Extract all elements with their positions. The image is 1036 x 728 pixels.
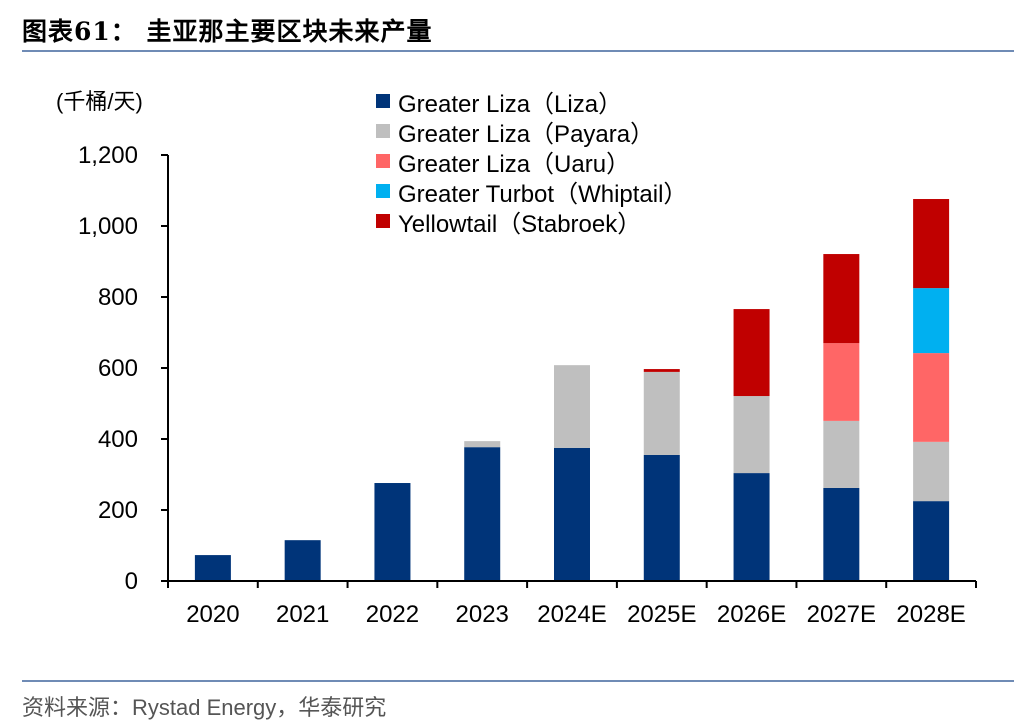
x-tick-label: 2027E <box>807 601 876 628</box>
y-tick-label: 800 <box>98 284 138 311</box>
bar-2024E-series-0 <box>554 447 590 581</box>
y-axis-unit: (千桶/天) <box>56 89 143 114</box>
x-tick-label: 2020 <box>186 601 239 628</box>
y-tick-label: 0 <box>125 568 138 595</box>
bar-2028E-series-4 <box>913 199 950 289</box>
x-tick-label: 2021 <box>276 601 329 628</box>
legend-item: Greater Liza（Payara） <box>376 116 687 148</box>
source-note: 资料来源：Rystad Energy，华泰研究 <box>22 695 387 720</box>
bar-2024E-series-1 <box>554 365 590 448</box>
bar-2022-series-0 <box>374 483 411 581</box>
legend-label: Yellowtail（Stabroek） <box>398 210 642 238</box>
bar-2023-series-1 <box>464 441 501 448</box>
bar-2025E-series-4 <box>643 369 680 372</box>
bar-2026E-series-0 <box>733 473 770 581</box>
bar-2020-series-0 <box>194 555 231 581</box>
x-tick-label: 2028E <box>896 601 965 628</box>
y-tick-label: 600 <box>98 355 138 382</box>
legend-label: Greater Liza（Payara） <box>398 120 655 148</box>
chart-title: 图表61： 圭亚那主要区块未来产量 <box>22 17 433 46</box>
bar-2026E-series-4 <box>733 309 770 397</box>
legend-swatch <box>376 124 390 138</box>
bar-2028E-series-3 <box>913 288 950 354</box>
y-tick-label: 1,200 <box>78 142 138 169</box>
legend-swatch <box>376 94 390 108</box>
legend-swatch <box>376 214 390 228</box>
x-tick-label: 2022 <box>366 601 419 628</box>
bar-2027E-series-4 <box>823 254 860 344</box>
bar-2025E-series-1 <box>643 371 680 455</box>
legend-label: Greater Liza（Liza） <box>398 90 623 118</box>
legend-swatch <box>376 154 390 168</box>
legend-label: Greater Liza（Uaru） <box>398 150 631 178</box>
bar-2023-series-0 <box>464 447 501 581</box>
y-tick-label: 200 <box>98 497 138 524</box>
legend-label: Greater Turbot（Whiptail） <box>398 180 688 208</box>
bar-2025E-series-0 <box>643 454 680 581</box>
legend-swatch <box>376 184 390 198</box>
bar-2026E-series-1 <box>733 396 770 474</box>
legend-item: Greater Liza（Uaru） <box>376 146 687 178</box>
legend: Greater Liza（Liza） Greater Liza（Payara） Gr… <box>376 86 688 238</box>
bar-2028E-series-0 <box>913 501 950 581</box>
x-tick-label: 2024E <box>537 601 606 628</box>
y-tick-label: 1,000 <box>78 213 138 240</box>
legend-item: Yellowtail（Stabroek） <box>376 206 687 238</box>
bar-2027E-series-0 <box>823 487 860 581</box>
x-tick-label: 2023 <box>456 601 509 628</box>
bar-2021-series-0 <box>284 540 321 581</box>
bar-2028E-series-2 <box>913 353 950 442</box>
legend-item: Greater Turbot（Whiptail） <box>376 176 688 208</box>
x-tick-label: 2025E <box>627 601 696 628</box>
bar-2027E-series-2 <box>823 343 860 421</box>
legend-item: Greater Liza（Liza） <box>376 86 687 118</box>
y-tick-label: 400 <box>98 426 138 453</box>
bar-2027E-series-1 <box>823 420 860 488</box>
title-divider <box>22 50 1014 52</box>
source-divider <box>22 680 1014 682</box>
x-tick-label: 2026E <box>717 601 786 628</box>
bar-2028E-series-1 <box>913 441 950 502</box>
